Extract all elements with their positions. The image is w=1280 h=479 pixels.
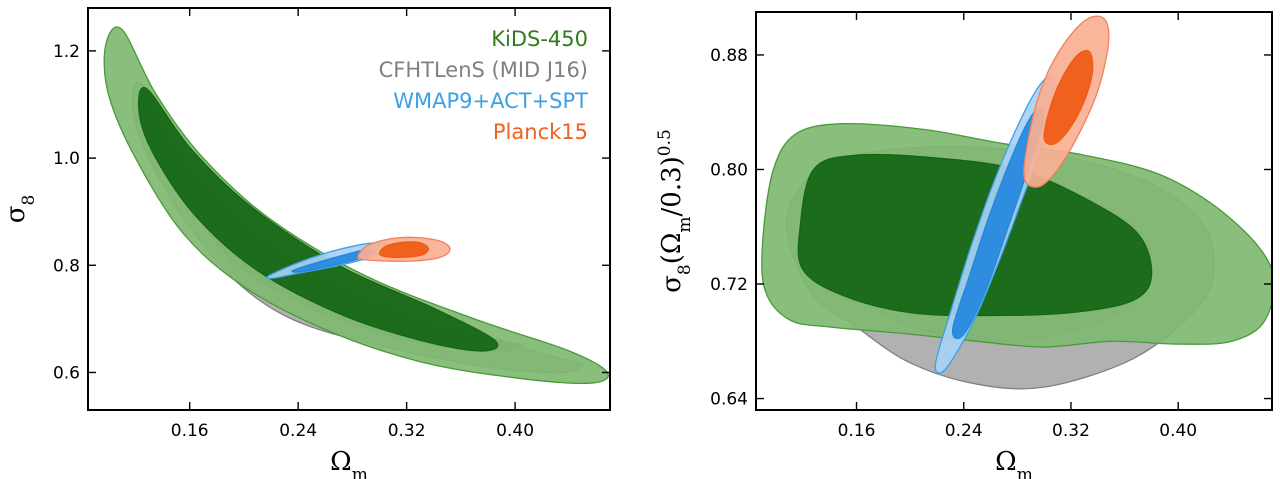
x-tick-label: 0.16	[838, 421, 876, 441]
x-tick-label: 0.32	[388, 421, 426, 441]
left-panel: 0.16 0.24 0.32 0.40 1.2 1.0 0.8 0.6 Ωm σ8 KiDS-450…	[1, 7, 611, 479]
legend-entry: CFHTLenS (MID J16)	[379, 58, 588, 82]
y-tick-label: 0.64	[710, 390, 748, 410]
planck15-contour-68	[1043, 50, 1094, 146]
y-tick-label: 0.88	[710, 46, 748, 66]
y-axis-label: σ8(Ωm/0.3)0.5	[655, 129, 695, 293]
x-tick-label: 0.24	[945, 421, 983, 441]
x-axis-label: Ωm	[995, 447, 1033, 479]
y-tick-label: 0.8	[53, 256, 80, 276]
y-axis-label: σ8	[1, 195, 39, 224]
x-tick-label: 0.16	[171, 421, 209, 441]
contour-layer	[761, 15, 1272, 390]
legend: KiDS-450 CFHTLenS (MID J16) WMAP9+ACT+SPT P…	[379, 27, 589, 144]
legend-entry: Planck15	[493, 120, 588, 144]
x-tick-label: 0.32	[1052, 421, 1090, 441]
y-tick-label: 0.80	[710, 160, 748, 180]
x-axis-label: Ωm	[330, 447, 368, 479]
x-tick-label: 0.40	[1159, 421, 1197, 441]
right-panel: 0.16 0.24 0.32 0.40 0.88 0.80 0.72 0.64 Ωm σ8(Ωm/…	[655, 11, 1273, 479]
y-tick-label: 0.72	[710, 275, 748, 295]
plot-frame	[755, 11, 1273, 411]
y-tick-label: 1.2	[53, 42, 80, 62]
kids-450-contour-68	[138, 86, 499, 352]
y-tick-label: 0.6	[53, 363, 80, 383]
plot-frame	[87, 7, 611, 411]
y-tick-label: 1.0	[53, 149, 80, 169]
planck15-contour-68	[378, 241, 430, 259]
contour-layer	[103, 26, 609, 385]
legend-entry: KiDS-450	[491, 27, 588, 51]
legend-entry: WMAP9+ACT+SPT	[393, 89, 588, 113]
x-tick-label: 0.24	[279, 421, 317, 441]
x-tick-label: 0.40	[496, 421, 534, 441]
